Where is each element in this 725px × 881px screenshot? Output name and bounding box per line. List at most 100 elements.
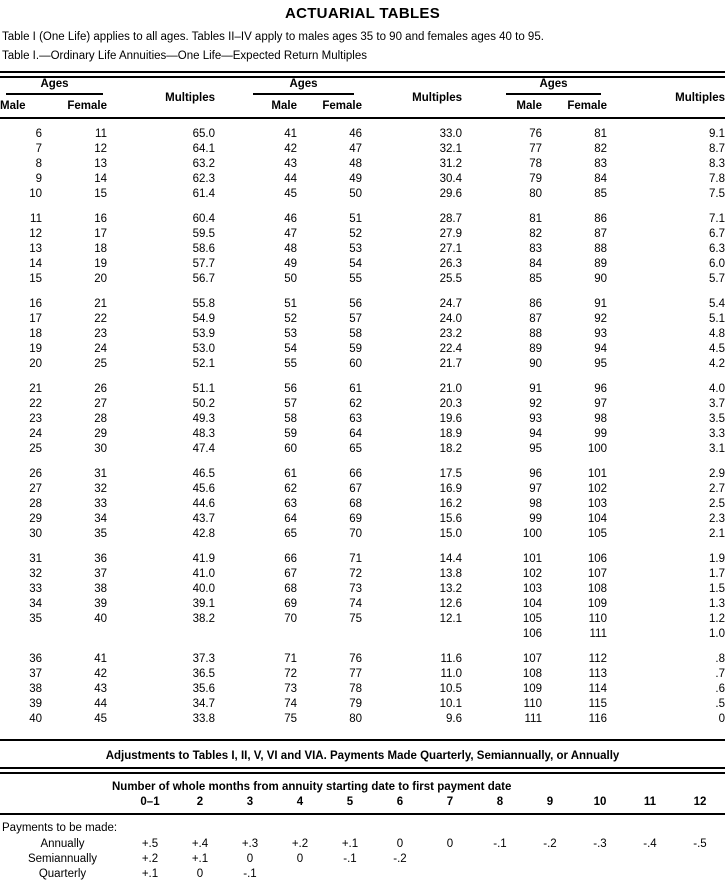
multiple-cell: 6.0 bbox=[709, 258, 725, 270]
multiple-cell: 20.3 bbox=[439, 398, 462, 410]
male-age-cell: 14 bbox=[29, 258, 42, 270]
adjustment-value-cell: -.1 bbox=[343, 853, 357, 865]
male-age-cell: 84 bbox=[529, 258, 542, 270]
multiple-cell: 5.7 bbox=[709, 273, 725, 285]
female-age-cell: 56 bbox=[349, 298, 362, 310]
female-age-cell: 50 bbox=[349, 188, 362, 200]
multiple-cell: 29.6 bbox=[439, 188, 462, 200]
male-age-cell: 108 bbox=[522, 668, 542, 680]
male-age-cell: 13 bbox=[29, 243, 42, 255]
male-age-cell: 50 bbox=[284, 273, 297, 285]
male-age-cell: 63 bbox=[284, 498, 297, 510]
male-age-cell: 80 bbox=[529, 188, 542, 200]
table-row: 33 38 40.0 68 73 13.2 103 108 1.5 bbox=[0, 582, 725, 597]
adjustment-value-cell bbox=[675, 867, 725, 881]
female-age-cell: 45 bbox=[94, 713, 107, 725]
double-rule-top bbox=[0, 71, 725, 78]
female-age-cell: 103 bbox=[587, 498, 607, 510]
multiple-cell: 2.7 bbox=[709, 483, 725, 495]
male-age-cell: 59 bbox=[284, 428, 297, 440]
male-age-cell: 15 bbox=[29, 273, 42, 285]
table-row: 12 17 59.5 47 52 27.9 82 87 6.7 bbox=[0, 227, 725, 242]
female-age-cell: 58 bbox=[349, 328, 362, 340]
female-age-cell: 17 bbox=[94, 228, 107, 240]
female-age-cell: 46 bbox=[349, 128, 362, 140]
table-row: 20 25 52.1 55 60 21.7 90 95 4.2 bbox=[0, 357, 725, 372]
multiple-cell: 13.8 bbox=[439, 568, 462, 580]
male-age-cell: 44 bbox=[284, 173, 297, 185]
multiple-cell: 5.4 bbox=[709, 298, 725, 310]
adjustment-value-cell: +.1 bbox=[141, 868, 159, 880]
female-age-cell: 110 bbox=[588, 613, 607, 625]
adjustment-value-cell bbox=[475, 867, 525, 881]
multiple-cell: 3.5 bbox=[709, 413, 725, 425]
female-age-cell: 81 bbox=[594, 128, 607, 140]
female-age-cell: 88 bbox=[594, 243, 607, 255]
female-age-cell bbox=[297, 627, 362, 642]
multiple-cell: 10.1 bbox=[439, 698, 462, 710]
male-age-cell: 36 bbox=[29, 653, 42, 665]
table-row: 37 42 36.5 72 77 11.0 108 113 .7 bbox=[0, 667, 725, 682]
multiple-cell: 47.4 bbox=[192, 443, 215, 455]
multiple-cell: 1.2 bbox=[709, 613, 725, 625]
male-age-cell: 68 bbox=[284, 583, 297, 595]
male-age-cell: 45 bbox=[284, 188, 297, 200]
table-row: 39 44 34.7 74 79 10.1 110 115 .5 bbox=[0, 697, 725, 712]
adjustment-value-cell: 0 bbox=[296, 853, 304, 865]
male-age-cell: 12 bbox=[29, 228, 42, 240]
multiple-cell: 1.0 bbox=[709, 628, 725, 640]
female-age-cell: 93 bbox=[594, 328, 607, 340]
male-age-cell: 51 bbox=[284, 298, 297, 310]
multiples-header-2: Multiples bbox=[412, 91, 462, 104]
male-age-cell: 20 bbox=[29, 358, 42, 370]
female-age-cell: 42 bbox=[94, 668, 107, 680]
male-age-cell: 73 bbox=[284, 683, 297, 695]
table-caption: Table I.—Ordinary Life Annuities—One Lif… bbox=[2, 50, 367, 62]
table-row: 25 30 47.4 60 65 18.2 95 100 3.1 bbox=[0, 442, 725, 457]
female-age-cell: 54 bbox=[349, 258, 362, 270]
male-age-cell: 24 bbox=[29, 428, 42, 440]
male-age-cell: 58 bbox=[284, 413, 297, 425]
month-col-header: 7 bbox=[446, 796, 454, 808]
adjustment-value-cell bbox=[675, 852, 725, 867]
male-age-cell: 37 bbox=[29, 668, 42, 680]
female-age-cell: 115 bbox=[588, 698, 607, 710]
female-age-cell: 101 bbox=[587, 468, 607, 480]
multiple-cell: 12.6 bbox=[439, 598, 462, 610]
multiple-cell: 24.7 bbox=[439, 298, 462, 310]
multiple-cell: 16.9 bbox=[439, 483, 462, 495]
adjustment-value-cell bbox=[625, 852, 675, 867]
male-age-cell: 7 bbox=[35, 143, 42, 155]
table-row: 23 28 49.3 58 63 19.6 93 98 3.5 bbox=[0, 412, 725, 427]
male-age-cell: 66 bbox=[284, 553, 297, 565]
female-age-cell: 96 bbox=[594, 383, 607, 395]
male-age-cell: 19 bbox=[29, 343, 42, 355]
table-row: 29 34 43.7 64 69 15.6 99 104 2.3 bbox=[0, 512, 725, 527]
male-age-cell: 86 bbox=[529, 298, 542, 310]
month-header-spacer bbox=[0, 795, 125, 814]
adjustment-value-cell bbox=[525, 852, 575, 867]
female-age-cell: 60 bbox=[349, 358, 362, 370]
female-age-cell: 39 bbox=[94, 598, 107, 610]
adjustment-value-cell bbox=[425, 867, 475, 881]
multiple-cell: 56.7 bbox=[192, 273, 215, 285]
male-age-cell bbox=[215, 627, 297, 642]
male-age-cell: 81 bbox=[529, 213, 542, 225]
male-age-cell: 29 bbox=[29, 513, 42, 525]
male-age-cell: 105 bbox=[522, 613, 542, 625]
female-header-1: Female bbox=[67, 100, 107, 112]
male-age-cell: 83 bbox=[529, 243, 542, 255]
male-age-cell: 95 bbox=[529, 443, 542, 455]
female-age-cell: 53 bbox=[349, 243, 362, 255]
actuarial-table-wrap: Ages Multiples Ages Multiples Ages Multi… bbox=[0, 78, 725, 741]
multiple-cell bbox=[107, 627, 215, 642]
multiple-cell: 0 bbox=[718, 713, 725, 725]
male-age-cell: 11 bbox=[30, 213, 42, 225]
month-col-header: 2 bbox=[196, 796, 204, 808]
table-row: 16 21 55.8 51 56 24.7 86 91 5.4 bbox=[0, 297, 725, 312]
female-age-cell: 107 bbox=[587, 568, 607, 580]
female-age-cell: 33 bbox=[94, 498, 107, 510]
male-age-cell bbox=[0, 627, 42, 642]
male-age-cell: 91 bbox=[529, 383, 542, 395]
